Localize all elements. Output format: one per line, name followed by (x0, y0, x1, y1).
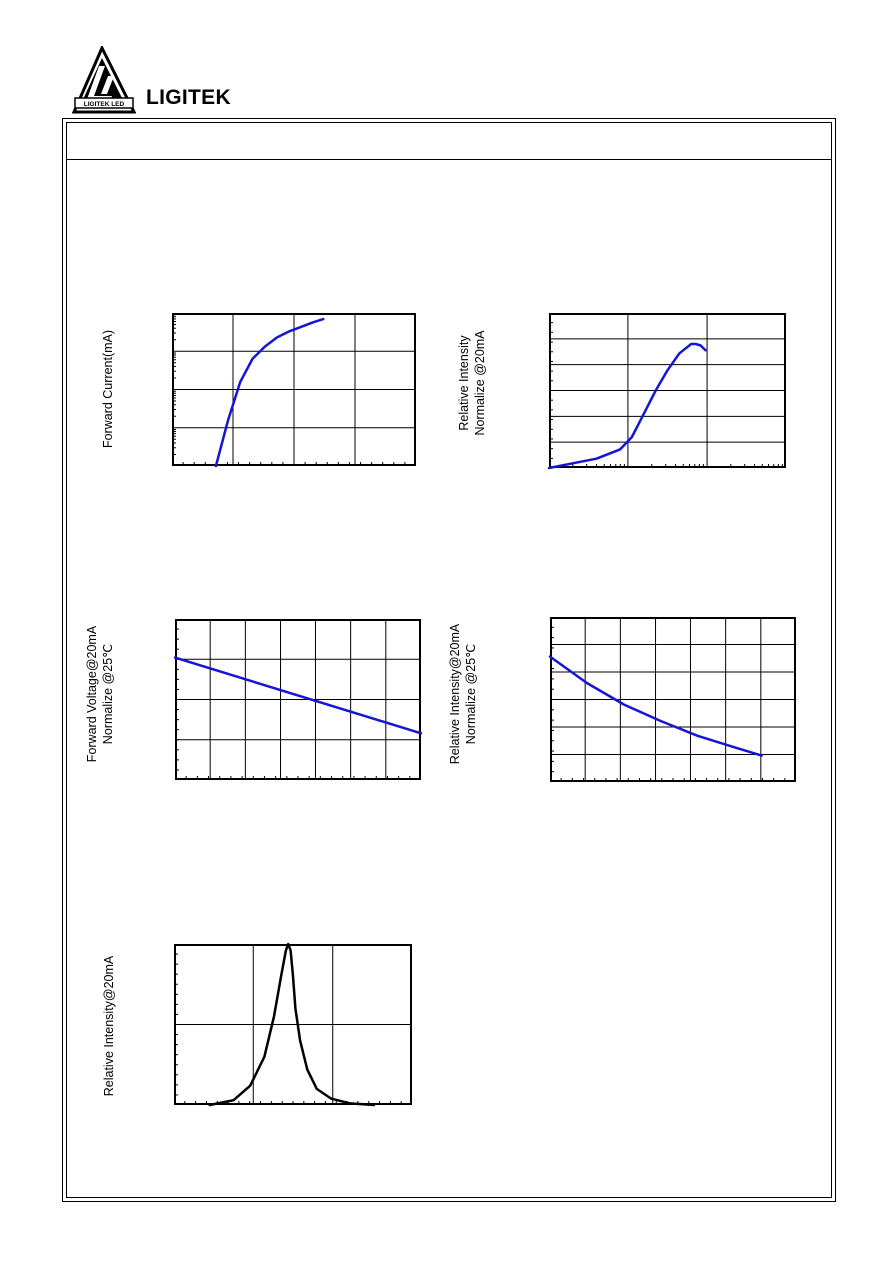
series-line (173, 656, 423, 735)
ligitek-logo: LIGITEK LED (72, 46, 136, 114)
series-line (208, 942, 376, 1107)
relative-intensity-current-chart (547, 313, 786, 470)
ylabel-line: Forward Voltage@20mA (85, 625, 99, 763)
ylabel-line: Forward Current(mA) (101, 329, 115, 449)
ylabel-line: Normalize @20mA (473, 330, 487, 436)
relative-intensity-temp-chart (548, 617, 796, 782)
page-frame-outer (62, 118, 836, 1202)
logo-text: LIGITEK LED (84, 101, 125, 108)
forward-current-ylabel: Forward Current(mA) (100, 314, 116, 464)
forward-voltage-temp-chart (173, 619, 423, 780)
series-line (547, 342, 707, 470)
spectrum-chart (174, 942, 412, 1107)
ylabel-line: Normalize @25℃ (464, 643, 478, 745)
relative-intensity-current-ylabel: Relative Intensity Normalize @20mA (456, 308, 488, 458)
header-divider (66, 159, 832, 160)
spectrum-ylabel: Relative Intensity@20mA (101, 951, 117, 1101)
ylabel-line: Normalize @25℃ (101, 643, 115, 745)
series-line (548, 655, 763, 757)
ylabel-line: Relative Intensity@20mA (102, 955, 116, 1097)
company-name: LIGITEK (146, 86, 231, 109)
ylabel-line: Relative Intensity@20mA (448, 623, 462, 765)
forward-current-chart (172, 313, 416, 468)
page-frame-inner (66, 122, 832, 1198)
series-line (214, 317, 325, 468)
ylabel-line: Relative Intensity (457, 335, 471, 431)
forward-voltage-temp-ylabel: Forward Voltage@20mA Normalize @25℃ (84, 609, 116, 779)
relative-intensity-temp-ylabel: Relative Intensity@20mA Normalize @25℃ (447, 609, 479, 779)
